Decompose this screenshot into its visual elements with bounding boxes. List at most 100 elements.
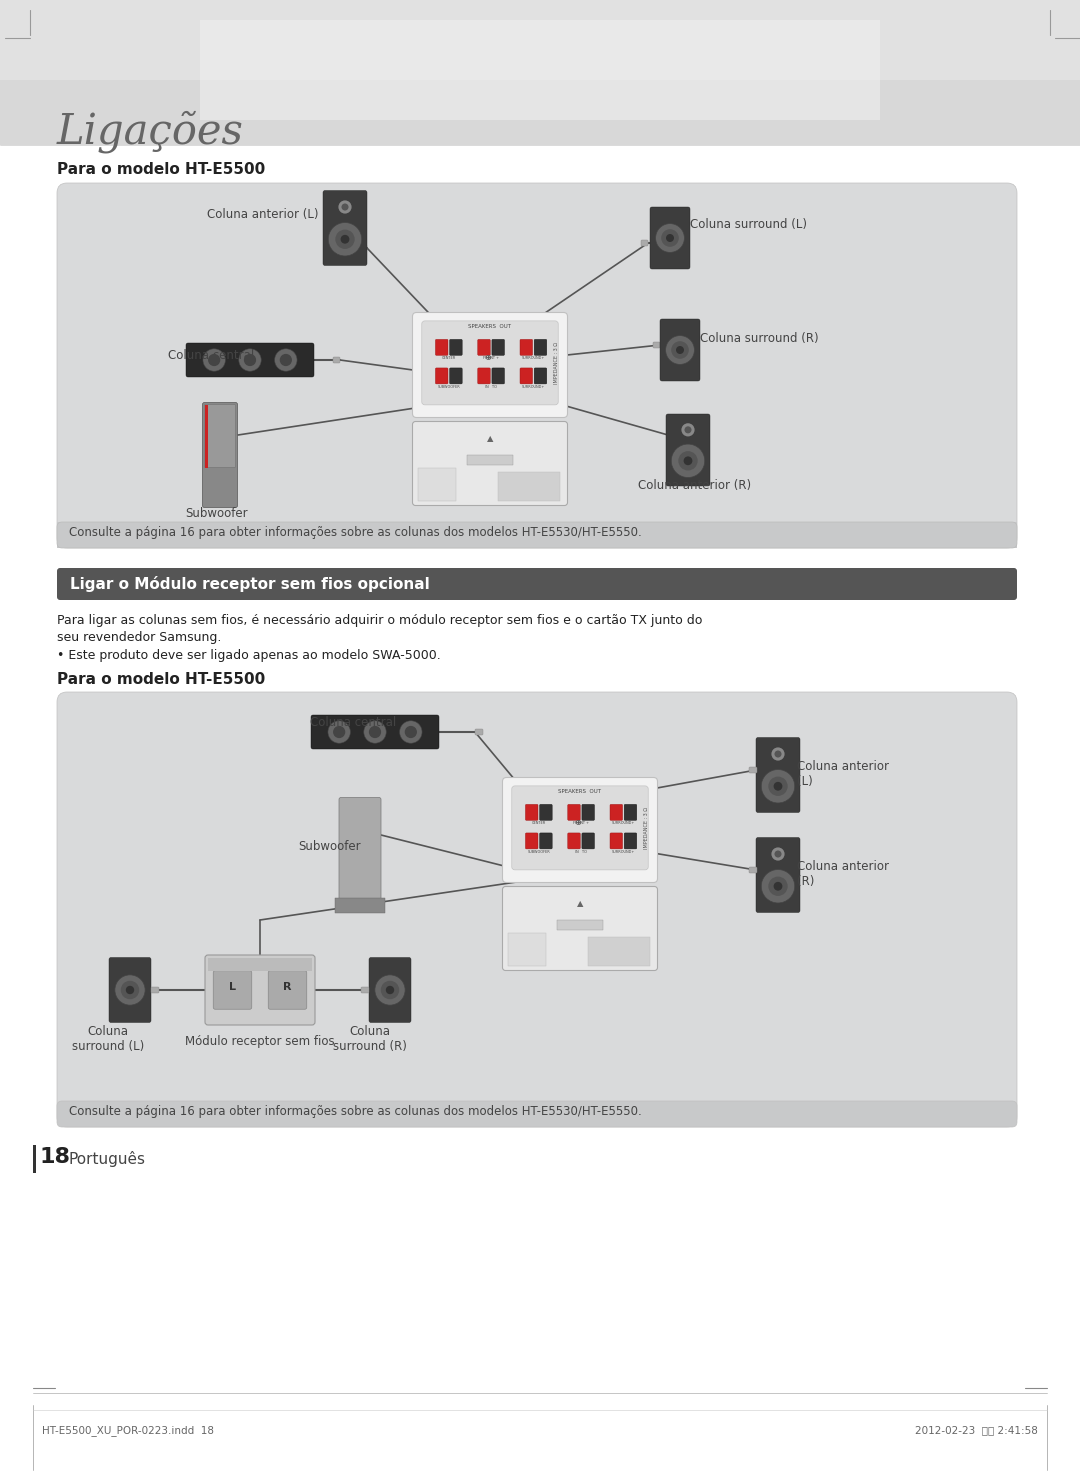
Text: SURROUND+: SURROUND+: [522, 356, 545, 361]
Bar: [557, 920, 604, 930]
Text: Coluna anterior
(L): Coluna anterior (L): [797, 760, 889, 788]
Text: Para ligar as colunas sem fios, é necessário adquirir o módulo receptor sem fios: Para ligar as colunas sem fios, é necess…: [57, 614, 702, 627]
Circle shape: [773, 881, 782, 890]
Circle shape: [239, 349, 261, 371]
FancyBboxPatch shape: [477, 368, 490, 385]
Bar: [418, 467, 456, 501]
Text: IN   TO: IN TO: [485, 385, 497, 389]
Text: SURROUND+: SURROUND+: [611, 850, 635, 853]
FancyBboxPatch shape: [526, 805, 538, 821]
FancyBboxPatch shape: [311, 714, 438, 748]
Bar: [498, 472, 559, 501]
FancyBboxPatch shape: [660, 319, 700, 382]
Circle shape: [274, 349, 297, 371]
FancyBboxPatch shape: [109, 957, 151, 1022]
Text: Ligar o Módulo receptor sem fios opcional: Ligar o Módulo receptor sem fios opciona…: [70, 575, 430, 592]
FancyBboxPatch shape: [477, 339, 490, 355]
Text: Coluna surround (L): Coluna surround (L): [690, 217, 807, 231]
Text: Consulte a página 16 para obter informações sobre as colunas dos modelos HT-E553: Consulte a página 16 para obter informaç…: [69, 527, 642, 538]
FancyBboxPatch shape: [582, 833, 594, 849]
Circle shape: [666, 234, 674, 243]
Circle shape: [685, 426, 691, 433]
Circle shape: [364, 720, 387, 744]
Circle shape: [386, 986, 394, 994]
FancyBboxPatch shape: [413, 312, 567, 417]
Text: HT-E5500_XU_POR-0223.indd  18: HT-E5500_XU_POR-0223.indd 18: [42, 1424, 214, 1436]
Text: SURROUND+: SURROUND+: [611, 821, 635, 825]
Text: Coluna surround (R): Coluna surround (R): [700, 331, 819, 345]
FancyBboxPatch shape: [57, 522, 1017, 549]
Bar: [204, 404, 207, 467]
Circle shape: [203, 349, 226, 371]
FancyBboxPatch shape: [333, 356, 340, 362]
Text: FRONT +: FRONT +: [573, 821, 589, 825]
Circle shape: [678, 451, 698, 470]
Text: IMPEDANCE : 3 Ω: IMPEDANCE : 3 Ω: [644, 808, 649, 849]
Text: R: R: [283, 982, 292, 991]
Text: Coluna central: Coluna central: [310, 716, 396, 729]
Bar: [57, 522, 1017, 549]
FancyBboxPatch shape: [610, 833, 622, 849]
FancyBboxPatch shape: [568, 833, 580, 849]
Text: Ligações: Ligações: [57, 109, 244, 152]
Bar: [467, 456, 513, 466]
Circle shape: [656, 223, 685, 253]
Circle shape: [768, 877, 787, 896]
Circle shape: [761, 769, 795, 803]
Text: • Este produto deve ser ligado apenas ao modelo SWA-5000.: • Este produto deve ser ligado apenas ao…: [57, 649, 441, 663]
FancyBboxPatch shape: [323, 191, 367, 266]
FancyBboxPatch shape: [422, 321, 558, 405]
Bar: [588, 936, 650, 966]
Circle shape: [774, 750, 782, 757]
Circle shape: [665, 336, 694, 364]
FancyBboxPatch shape: [57, 692, 1017, 1127]
Circle shape: [208, 353, 220, 367]
Circle shape: [375, 975, 405, 1006]
FancyBboxPatch shape: [57, 183, 1017, 549]
Text: Coluna
surround (L): Coluna surround (L): [72, 1025, 144, 1053]
Text: Para o modelo HT-E5500: Para o modelo HT-E5500: [57, 671, 266, 688]
Circle shape: [768, 776, 787, 796]
FancyBboxPatch shape: [186, 343, 314, 377]
Bar: [33, 1145, 36, 1173]
FancyBboxPatch shape: [57, 568, 1017, 600]
FancyBboxPatch shape: [642, 240, 648, 246]
FancyBboxPatch shape: [435, 339, 448, 355]
FancyBboxPatch shape: [57, 1100, 1017, 1127]
Circle shape: [773, 782, 782, 791]
FancyBboxPatch shape: [540, 805, 552, 821]
Circle shape: [340, 235, 350, 244]
Text: ▲: ▲: [577, 899, 583, 908]
FancyBboxPatch shape: [360, 246, 367, 251]
Circle shape: [405, 726, 417, 738]
FancyBboxPatch shape: [502, 778, 658, 883]
Circle shape: [244, 353, 256, 367]
Text: SURROUND+: SURROUND+: [522, 385, 545, 389]
Circle shape: [328, 720, 350, 744]
Text: Módulo receptor sem fios: Módulo receptor sem fios: [185, 1035, 335, 1049]
Text: ⊕: ⊕: [573, 818, 581, 827]
Circle shape: [681, 423, 694, 436]
Circle shape: [771, 847, 784, 861]
Text: ⊕: ⊕: [484, 353, 490, 362]
Text: CENTER: CENTER: [531, 821, 545, 825]
Text: SUBWOOFER: SUBWOOFER: [527, 850, 550, 853]
Circle shape: [369, 726, 381, 738]
FancyBboxPatch shape: [750, 768, 757, 774]
FancyBboxPatch shape: [475, 729, 483, 735]
FancyBboxPatch shape: [624, 805, 637, 821]
Circle shape: [684, 457, 692, 466]
Text: Para o modelo HT-E5500: Para o modelo HT-E5500: [57, 163, 266, 177]
Text: Coluna
surround (R): Coluna surround (R): [333, 1025, 407, 1053]
Circle shape: [771, 747, 784, 760]
Text: L: L: [229, 982, 237, 991]
Text: 18: 18: [40, 1148, 71, 1167]
FancyBboxPatch shape: [449, 339, 462, 355]
FancyBboxPatch shape: [491, 368, 504, 385]
Circle shape: [121, 981, 139, 1000]
Circle shape: [671, 342, 689, 359]
FancyBboxPatch shape: [435, 368, 448, 385]
FancyBboxPatch shape: [413, 422, 567, 506]
Circle shape: [676, 346, 684, 353]
Circle shape: [672, 444, 705, 478]
